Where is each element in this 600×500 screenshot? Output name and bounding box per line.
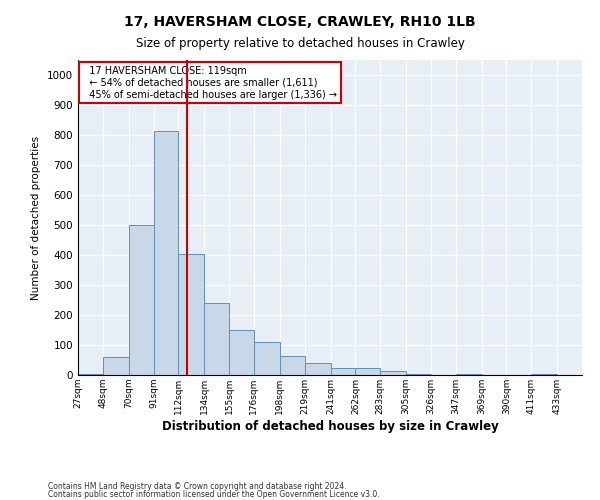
Bar bbox=[531, 374, 557, 375]
Text: Contains public sector information licensed under the Open Government Licence v3: Contains public sector information licen… bbox=[48, 490, 380, 499]
Bar bbox=[406, 374, 431, 375]
Bar bbox=[204, 303, 229, 375]
Bar bbox=[78, 374, 103, 375]
Bar bbox=[331, 368, 355, 375]
Bar bbox=[154, 130, 178, 375]
Bar bbox=[103, 357, 129, 375]
Text: 17, HAVERSHAM CLOSE, CRAWLEY, RH10 1LB: 17, HAVERSHAM CLOSE, CRAWLEY, RH10 1LB bbox=[124, 15, 476, 29]
Y-axis label: Number of detached properties: Number of detached properties bbox=[31, 136, 41, 300]
Bar bbox=[129, 225, 154, 375]
X-axis label: Distribution of detached houses by size in Crawley: Distribution of detached houses by size … bbox=[161, 420, 499, 432]
Bar bbox=[229, 330, 254, 375]
Text: Size of property relative to detached houses in Crawley: Size of property relative to detached ho… bbox=[136, 38, 464, 51]
Text: Contains HM Land Registry data © Crown copyright and database right 2024.: Contains HM Land Registry data © Crown c… bbox=[48, 482, 347, 491]
Bar bbox=[380, 370, 406, 375]
Bar bbox=[280, 356, 305, 375]
Bar bbox=[355, 368, 380, 375]
Bar bbox=[456, 374, 482, 375]
Bar bbox=[178, 254, 204, 375]
Text: 17 HAVERSHAM CLOSE: 119sqm
  ← 54% of detached houses are smaller (1,611)
  45% : 17 HAVERSHAM CLOSE: 119sqm ← 54% of deta… bbox=[83, 66, 337, 100]
Bar bbox=[305, 363, 331, 375]
Bar bbox=[254, 342, 280, 375]
